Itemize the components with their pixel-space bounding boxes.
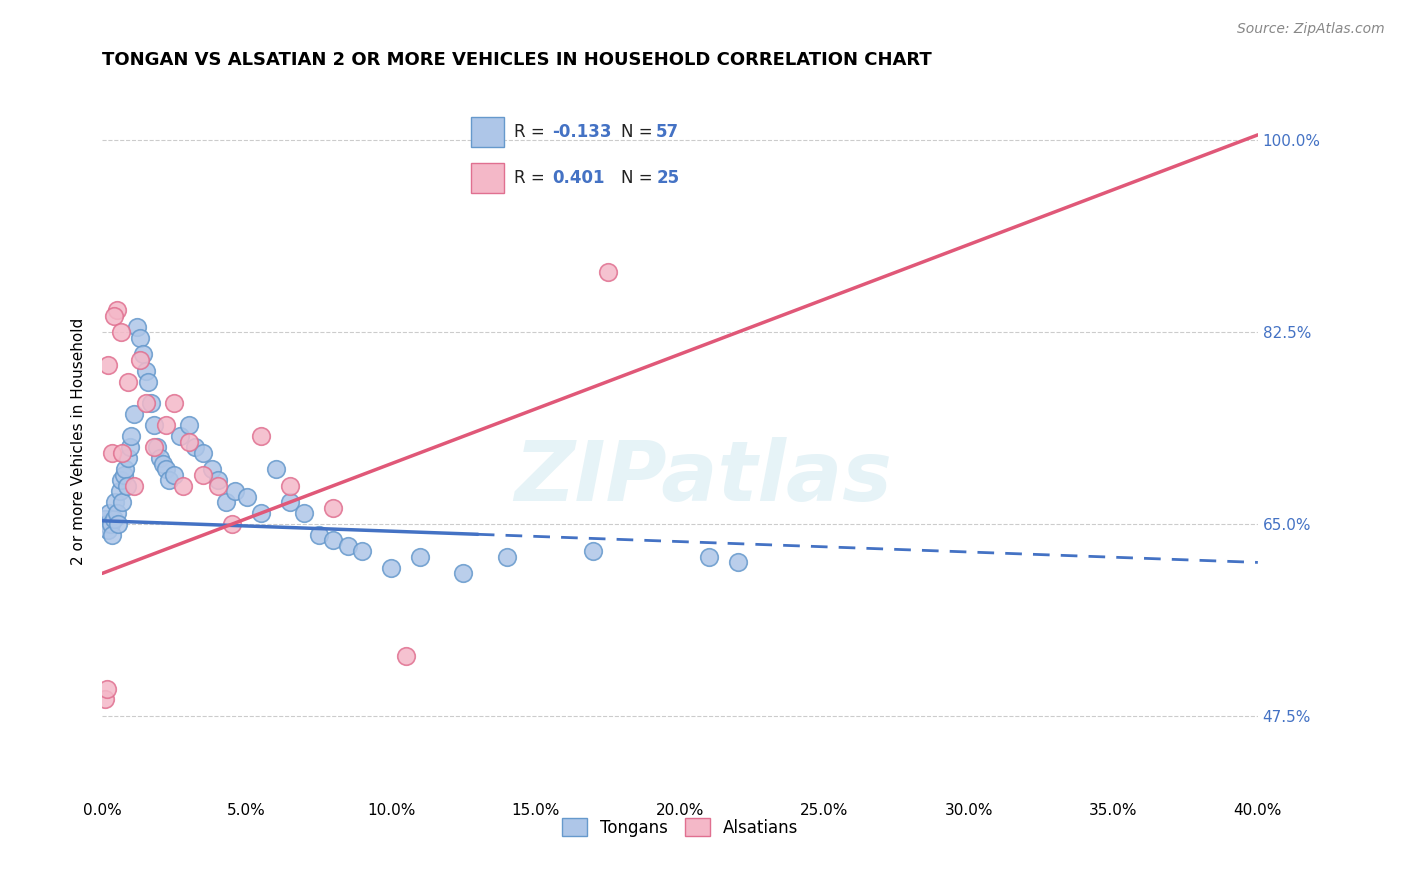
Point bbox=[215, 495, 238, 509]
Point bbox=[98, 506, 121, 520]
Point bbox=[117, 375, 139, 389]
Point bbox=[596, 265, 619, 279]
Point bbox=[157, 473, 180, 487]
Point bbox=[118, 440, 141, 454]
Point bbox=[110, 325, 132, 339]
Point bbox=[207, 473, 229, 487]
Text: Source: ZipAtlas.com: Source: ZipAtlas.com bbox=[1237, 22, 1385, 37]
Point bbox=[727, 556, 749, 570]
Point bbox=[207, 478, 229, 492]
Point bbox=[96, 681, 118, 696]
Point bbox=[131, 347, 153, 361]
Point bbox=[278, 478, 301, 492]
Point bbox=[100, 517, 122, 532]
Point bbox=[380, 561, 402, 575]
Point bbox=[101, 528, 124, 542]
Point bbox=[117, 451, 139, 466]
Point bbox=[141, 396, 163, 410]
Point bbox=[97, 523, 120, 537]
Point bbox=[96, 517, 118, 532]
Point bbox=[250, 506, 273, 520]
Point bbox=[152, 457, 174, 471]
Point bbox=[114, 462, 136, 476]
Point bbox=[112, 467, 135, 482]
Point bbox=[143, 440, 166, 454]
Point bbox=[128, 331, 150, 345]
Point bbox=[122, 408, 145, 422]
Point bbox=[177, 434, 200, 449]
Point bbox=[582, 544, 605, 558]
Point bbox=[103, 309, 125, 323]
Point bbox=[193, 467, 215, 482]
Point bbox=[172, 478, 194, 492]
Point bbox=[128, 352, 150, 367]
Point bbox=[125, 319, 148, 334]
Point bbox=[394, 648, 416, 663]
Point bbox=[94, 511, 117, 525]
Point bbox=[135, 363, 157, 377]
Point bbox=[495, 549, 517, 564]
Point bbox=[177, 418, 200, 433]
Text: ZIPatlas: ZIPatlas bbox=[515, 437, 891, 518]
Point bbox=[103, 511, 125, 525]
Point bbox=[94, 692, 117, 706]
Point bbox=[101, 446, 124, 460]
Point bbox=[111, 446, 134, 460]
Point bbox=[163, 396, 186, 410]
Point bbox=[264, 462, 287, 476]
Point bbox=[97, 358, 120, 372]
Text: TONGAN VS ALSATIAN 2 OR MORE VEHICLES IN HOUSEHOLD CORRELATION CHART: TONGAN VS ALSATIAN 2 OR MORE VEHICLES IN… bbox=[103, 51, 932, 69]
Point bbox=[336, 539, 359, 553]
Point bbox=[221, 517, 243, 532]
Point bbox=[163, 467, 186, 482]
Point bbox=[110, 473, 132, 487]
Point bbox=[149, 451, 172, 466]
Point bbox=[135, 396, 157, 410]
Point bbox=[105, 506, 128, 520]
Point bbox=[453, 566, 475, 581]
Point bbox=[108, 484, 131, 499]
Legend: Tongans, Alsatians: Tongans, Alsatians bbox=[555, 812, 806, 843]
Point bbox=[122, 478, 145, 492]
Point bbox=[138, 375, 160, 389]
Point bbox=[322, 533, 344, 548]
Point bbox=[409, 549, 432, 564]
Point bbox=[155, 462, 177, 476]
Y-axis label: 2 or more Vehicles in Household: 2 or more Vehicles in Household bbox=[72, 318, 86, 566]
Point bbox=[155, 418, 177, 433]
Point bbox=[308, 528, 330, 542]
Point bbox=[250, 429, 273, 443]
Point bbox=[294, 506, 316, 520]
Point bbox=[183, 440, 205, 454]
Point bbox=[115, 478, 138, 492]
Point bbox=[169, 429, 191, 443]
Point bbox=[201, 462, 224, 476]
Point bbox=[697, 549, 720, 564]
Point bbox=[224, 484, 246, 499]
Point bbox=[107, 517, 129, 532]
Point bbox=[146, 440, 169, 454]
Point bbox=[278, 495, 301, 509]
Point bbox=[143, 418, 166, 433]
Point bbox=[111, 495, 134, 509]
Point bbox=[235, 490, 257, 504]
Point bbox=[105, 303, 128, 318]
Point bbox=[193, 446, 215, 460]
Point bbox=[120, 429, 142, 443]
Point bbox=[322, 500, 344, 515]
Point bbox=[104, 495, 127, 509]
Point bbox=[352, 544, 374, 558]
